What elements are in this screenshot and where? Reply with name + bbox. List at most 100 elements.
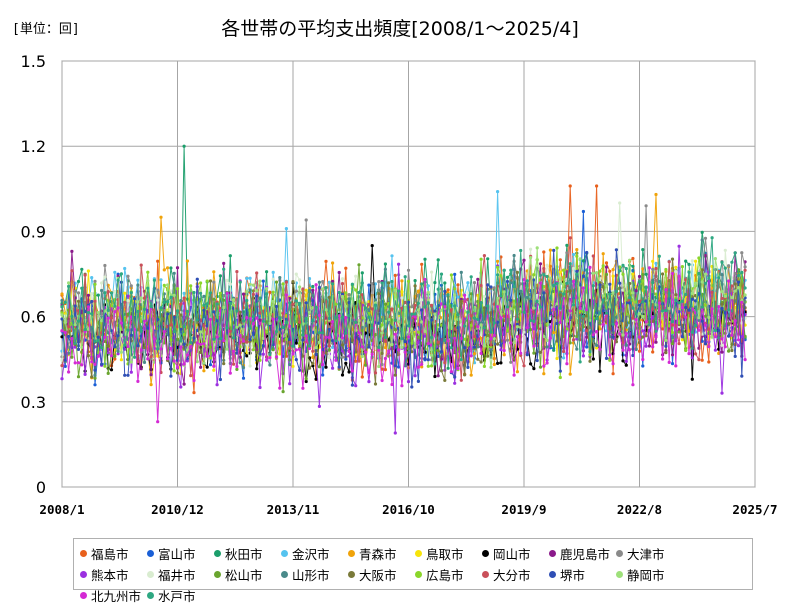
data-point bbox=[182, 362, 186, 366]
data-point bbox=[463, 324, 467, 328]
data-point bbox=[618, 332, 622, 336]
data-point bbox=[113, 345, 117, 349]
data-point bbox=[96, 354, 100, 358]
data-point bbox=[595, 330, 599, 334]
data-point bbox=[331, 339, 335, 343]
data-point bbox=[90, 292, 94, 296]
series-line bbox=[61, 237, 746, 364]
data-point bbox=[538, 323, 543, 327]
data-point bbox=[123, 291, 127, 295]
data-point bbox=[397, 289, 401, 293]
legend-item: 静岡市 bbox=[616, 564, 683, 585]
data-point bbox=[304, 379, 308, 384]
data-point bbox=[436, 340, 440, 344]
data-point bbox=[430, 270, 434, 274]
data-point bbox=[532, 278, 536, 282]
data-point bbox=[512, 284, 516, 289]
data-point bbox=[690, 356, 694, 360]
data-point bbox=[542, 273, 546, 277]
data-point bbox=[585, 250, 589, 255]
data-point bbox=[288, 301, 292, 305]
data-point bbox=[631, 353, 635, 358]
data-point bbox=[288, 346, 292, 350]
data-point bbox=[614, 322, 619, 326]
data-point bbox=[261, 336, 265, 340]
data-point bbox=[294, 358, 298, 362]
data-point bbox=[644, 320, 648, 324]
x-axis: 2008/1 2010/12 2013/11 2016/10 2019/9 2022/8 2… bbox=[39, 502, 777, 517]
data-point bbox=[459, 299, 463, 304]
data-point bbox=[225, 291, 229, 295]
data-point bbox=[687, 308, 691, 312]
data-point bbox=[208, 363, 213, 367]
data-point bbox=[410, 350, 414, 354]
data-point bbox=[126, 373, 130, 377]
data-point bbox=[169, 374, 173, 378]
data-point bbox=[472, 335, 477, 339]
legend-marker bbox=[147, 592, 154, 599]
data-point bbox=[182, 291, 186, 295]
data-point bbox=[611, 274, 615, 278]
data-point bbox=[225, 278, 229, 282]
data-point bbox=[337, 365, 341, 369]
data-point bbox=[416, 335, 420, 339]
data-point bbox=[727, 279, 731, 283]
data-point bbox=[644, 344, 648, 348]
data-point bbox=[647, 328, 652, 333]
legend-item: 山形市 bbox=[281, 564, 348, 585]
legend-label: 熊本市 bbox=[91, 568, 129, 583]
data-point bbox=[631, 318, 635, 322]
data-point bbox=[720, 260, 724, 264]
data-point bbox=[380, 378, 384, 383]
data-point bbox=[383, 356, 387, 361]
data-point bbox=[367, 315, 371, 319]
data-point bbox=[740, 300, 744, 304]
data-point bbox=[218, 336, 222, 341]
data-point bbox=[307, 366, 312, 370]
data-point bbox=[86, 305, 90, 309]
data-point bbox=[189, 315, 193, 319]
data-point bbox=[406, 335, 411, 339]
data-point bbox=[317, 280, 321, 284]
data-point bbox=[423, 357, 427, 361]
data-point bbox=[212, 337, 216, 341]
data-point bbox=[621, 359, 625, 363]
data-point bbox=[476, 277, 480, 281]
data-point bbox=[568, 309, 572, 313]
data-point bbox=[245, 342, 249, 346]
data-point bbox=[185, 348, 189, 352]
data-point bbox=[93, 339, 97, 343]
data-point bbox=[360, 293, 364, 297]
data-point bbox=[423, 257, 427, 261]
data-point bbox=[192, 336, 196, 340]
data-point bbox=[76, 375, 81, 379]
data-point bbox=[496, 265, 500, 269]
data-point bbox=[532, 344, 536, 348]
data-point bbox=[370, 282, 374, 286]
data-point bbox=[169, 338, 173, 342]
data-point bbox=[393, 431, 397, 435]
data-point bbox=[713, 257, 718, 261]
data-point bbox=[327, 356, 331, 360]
data-point bbox=[100, 319, 104, 323]
data-point bbox=[661, 309, 665, 313]
data-point bbox=[644, 204, 648, 208]
data-point bbox=[578, 257, 582, 261]
x-tick-label: 2016/10 bbox=[382, 502, 435, 517]
data-point bbox=[327, 280, 331, 284]
data-point bbox=[674, 298, 678, 302]
data-point bbox=[377, 364, 381, 369]
data-point bbox=[631, 272, 635, 276]
data-point bbox=[482, 294, 486, 299]
data-point bbox=[100, 312, 104, 316]
data-point bbox=[215, 383, 219, 387]
data-point bbox=[479, 323, 483, 327]
data-point bbox=[63, 300, 67, 304]
data-point bbox=[340, 355, 345, 359]
data-point bbox=[641, 314, 645, 319]
data-point bbox=[360, 328, 364, 332]
data-point bbox=[199, 291, 203, 295]
data-point bbox=[694, 281, 698, 285]
data-point bbox=[179, 345, 183, 349]
data-point bbox=[274, 355, 279, 359]
